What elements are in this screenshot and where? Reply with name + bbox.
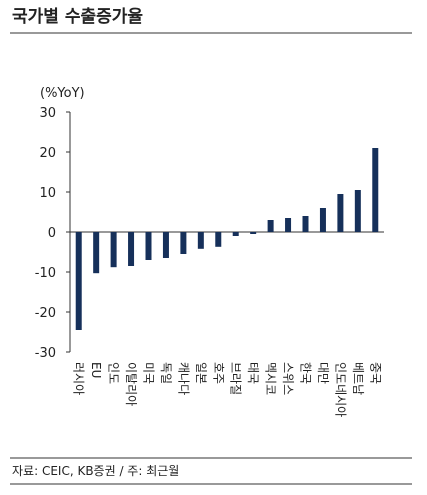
bar <box>93 232 100 274</box>
x-tick-label: 러시아 <box>72 362 86 395</box>
bar <box>250 232 257 234</box>
bar <box>267 220 274 232</box>
x-tick-label: 호주 <box>211 362 225 384</box>
x-tick-label: 일본 <box>194 362 208 384</box>
x-tick-label: 인도네시아 <box>333 362 347 417</box>
bar <box>215 232 222 247</box>
x-tick-label: 태국 <box>246 362 260 384</box>
bar <box>372 148 379 232</box>
bar <box>128 232 135 266</box>
x-tick-label: 베트남 <box>351 362 365 395</box>
x-tick-label: 인도 <box>107 362 121 384</box>
y-tick-label: -30 <box>35 346 56 361</box>
bar <box>197 232 204 249</box>
y-tick-label: 30 <box>39 106 56 121</box>
bar <box>162 232 169 258</box>
bar <box>302 216 309 232</box>
y-tick-label: 0 <box>48 226 56 241</box>
bar <box>285 218 292 232</box>
x-tick-label: 중국 <box>368 362 382 384</box>
chart-title: 국가별 수출증가율 <box>12 7 143 27</box>
y-tick-label: 20 <box>39 146 56 161</box>
bar <box>145 232 152 260</box>
bar <box>75 232 82 330</box>
x-tick-label: 미국 <box>142 362 156 384</box>
x-tick-label: 브라질 <box>229 362 243 395</box>
bar <box>337 194 344 232</box>
bar <box>354 190 361 232</box>
y-tick-label: -20 <box>35 306 56 321</box>
x-tick-label: 대만 <box>316 362 330 384</box>
x-tick-label: 캐나다 <box>176 362 190 395</box>
bar <box>232 232 239 236</box>
y-axis-label: (%YoY) <box>40 86 85 101</box>
x-tick-label: EU <box>89 362 103 378</box>
x-tick-label: 독일 <box>159 362 173 384</box>
source-note: 자료: CEIC, KB증권 / 주: 최근월 <box>12 464 179 478</box>
x-tick-label: 멕시코 <box>264 362 278 395</box>
x-tick-label: 스위스 <box>281 362 295 395</box>
y-tick-label: -10 <box>35 266 56 281</box>
y-tick-label: 10 <box>39 186 56 201</box>
x-tick-label: 이탈리아 <box>124 362 138 406</box>
bar <box>319 208 326 232</box>
bar <box>180 232 187 254</box>
x-tick-label: 한국 <box>299 362 313 384</box>
bar <box>110 232 117 268</box>
